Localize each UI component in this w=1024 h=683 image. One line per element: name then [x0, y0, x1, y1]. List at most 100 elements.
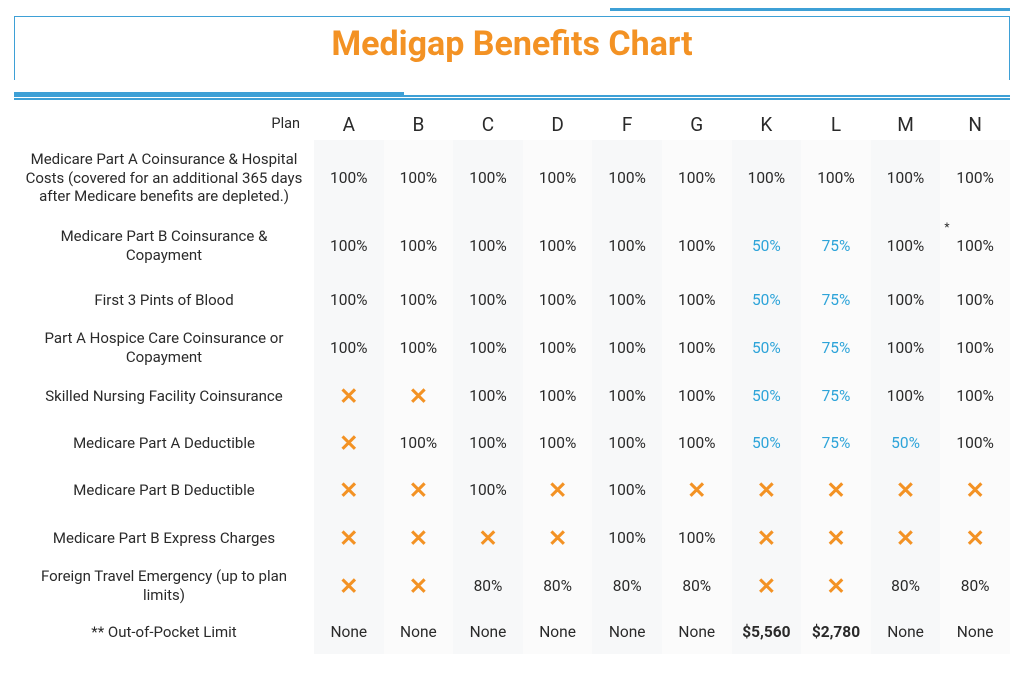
- cell-value: 100%: [956, 434, 994, 452]
- table-row: ** Out-of-Pocket LimitNoneNoneNoneNoneNo…: [14, 610, 1010, 654]
- cell: None: [940, 610, 1010, 654]
- cell: 100%: [453, 466, 523, 514]
- x-icon: ✕: [409, 385, 428, 408]
- table-row: Medicare Part B Express Charges✕✕✕✕100%1…: [14, 514, 1010, 562]
- row-cells: 100%100%100%100%100%100%50%75%100%100%: [314, 324, 1010, 372]
- cell-value: 75%: [822, 291, 851, 309]
- cell: 75%: [801, 216, 871, 276]
- cell-value: 100%: [400, 237, 438, 255]
- cell: 100%: [384, 324, 454, 372]
- cell-value: 100%: [678, 339, 716, 357]
- cell-value: 100%: [539, 434, 577, 452]
- plan-header-M: M: [871, 108, 941, 140]
- cell-value: 100%: [608, 291, 646, 309]
- cell: 100%: [662, 372, 732, 420]
- cell: ✕: [314, 372, 384, 420]
- cell-value: 75%: [822, 339, 851, 357]
- cell: 100%: [662, 276, 732, 324]
- cell: 100%: [662, 324, 732, 372]
- cell-value: 100%: [539, 169, 577, 187]
- row-label: First 3 Pints of Blood: [14, 287, 314, 314]
- x-icon: ✕: [548, 479, 567, 502]
- cell: 100%: [314, 324, 384, 372]
- row-cells: ✕100%100%100%100%100%50%75%50%100%: [314, 420, 1010, 466]
- cell: ✕: [523, 514, 593, 562]
- table-row: Medicare Part B Deductible✕✕100%✕100%✕✕✕…: [14, 466, 1010, 514]
- cell: 100%: [523, 372, 593, 420]
- cell-value: 100%: [539, 339, 577, 357]
- cell-value: 100%: [956, 169, 994, 187]
- table-row: Medicare Part B Coinsurance & Copayment1…: [14, 216, 1010, 276]
- cell-value: 100%: [956, 237, 994, 255]
- cell-value: 100%: [330, 169, 368, 187]
- cell-value: 50%: [752, 291, 781, 309]
- row-label: Medicare Part A Deductible: [14, 430, 314, 457]
- x-icon: ✕: [757, 575, 776, 598]
- table-row: Skilled Nursing Facility Coinsurance✕✕10…: [14, 372, 1010, 420]
- cell-value: None: [400, 623, 437, 641]
- row-cells: 100%100%100%100%100%100%100%100%100%100%: [314, 140, 1010, 216]
- cell-value: None: [887, 623, 924, 641]
- x-icon: ✕: [409, 527, 428, 550]
- cell: ✕: [384, 372, 454, 420]
- cell: 100%: [384, 420, 454, 466]
- cell: 100%: [453, 372, 523, 420]
- table-row: Foreign Travel Emergency (up to plan lim…: [14, 562, 1010, 610]
- cell-value: 100%: [678, 529, 716, 547]
- cell: ✕: [384, 514, 454, 562]
- cell: 100%: [662, 140, 732, 216]
- cell: ✕: [801, 514, 871, 562]
- cell-value: 100%: [887, 169, 925, 187]
- row-label: Part A Hospice Care Coinsurance or Copay…: [14, 325, 314, 371]
- cell-value: 80%: [474, 577, 503, 595]
- cell-value: 100%: [608, 339, 646, 357]
- cell-value: 100%: [469, 169, 507, 187]
- cell: 80%: [871, 562, 941, 610]
- cell-value: 80%: [891, 577, 920, 595]
- cell: 100%: [940, 420, 1010, 466]
- row-label: Skilled Nursing Facility Coinsurance: [14, 383, 314, 410]
- cell-value: None: [330, 623, 367, 641]
- cell-value: 100%: [330, 339, 368, 357]
- cell: None: [871, 610, 941, 654]
- cell: ✕: [314, 514, 384, 562]
- cell-value: 100%: [400, 434, 438, 452]
- cell: 100%: [384, 216, 454, 276]
- plan-header-F: F: [592, 108, 662, 140]
- cell: 100%: [592, 216, 662, 276]
- row-cells: NoneNoneNoneNoneNoneNone$5,560$2,780None…: [314, 610, 1010, 654]
- cell: 100%: [662, 420, 732, 466]
- cell-value: 100%: [956, 339, 994, 357]
- header-thick-rule: [14, 92, 404, 97]
- x-icon: ✕: [478, 527, 497, 550]
- x-icon: ✕: [548, 527, 567, 550]
- cell: 100%: [592, 140, 662, 216]
- cell-value: 80%: [682, 577, 711, 595]
- plan-header-A: A: [314, 108, 384, 140]
- cell: ✕: [314, 466, 384, 514]
- cell-value: 100%: [539, 387, 577, 405]
- cell: 50%: [871, 420, 941, 466]
- plan-label: Plan: [14, 111, 314, 137]
- cell-value: 75%: [822, 434, 851, 452]
- cell: 100%: [592, 420, 662, 466]
- cell: ✕: [384, 466, 454, 514]
- asterisk: *: [944, 220, 949, 234]
- cell: ✕: [871, 466, 941, 514]
- row-label: ** Out-of-Pocket Limit: [14, 619, 314, 646]
- plan-header-cells: ABCDFGKLMN: [314, 108, 1010, 140]
- plan-header-K: K: [732, 108, 802, 140]
- cell-value: 100%: [956, 387, 994, 405]
- cell-value: 50%: [891, 434, 920, 452]
- top-decorative-rule: [610, 8, 1010, 11]
- cell: 100%: [592, 372, 662, 420]
- cell: 50%: [732, 324, 802, 372]
- cell-value: 100%: [469, 434, 507, 452]
- x-icon: ✕: [687, 479, 706, 502]
- cell-value: 100%: [330, 291, 368, 309]
- cell: 100%: [453, 140, 523, 216]
- cell-value: 100%: [330, 237, 368, 255]
- table-row: Medicare Part A Deductible✕100%100%100%1…: [14, 420, 1010, 466]
- cell: ✕: [801, 466, 871, 514]
- cell: ✕: [801, 562, 871, 610]
